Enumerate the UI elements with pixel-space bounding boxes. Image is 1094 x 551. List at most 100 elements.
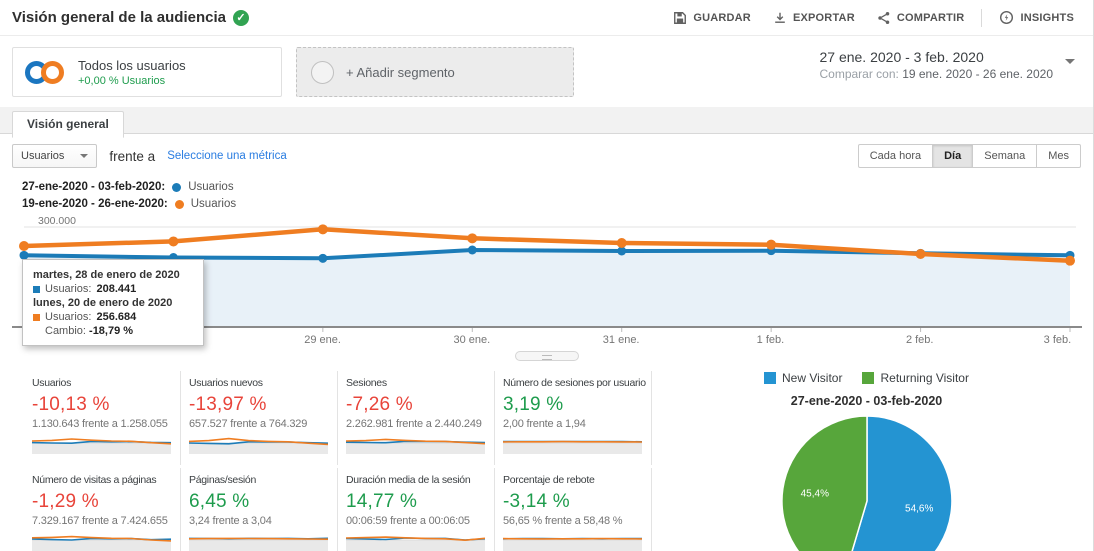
segment-all-users[interactable]: Todos los usuarios +0,00 % Usuarios: [12, 47, 282, 97]
export-icon: [773, 11, 787, 25]
granularity-semana[interactable]: Semana: [973, 144, 1038, 168]
metric-sparkline: [346, 536, 485, 551]
tooltip-value-2: 256.684: [96, 311, 137, 323]
share-button[interactable]: COMPARTIR: [868, 6, 974, 30]
metric-card[interactable]: Usuarios nuevos -13,97 % 657.527 frente a …: [181, 371, 338, 465]
page-title: Visión general de la audiencia: [12, 9, 226, 26]
svg-text:300.000: 300.000: [38, 215, 76, 227]
summary-section: Usuarios -10,13 % 1.130.643 frente a 1.258…: [12, 371, 1081, 551]
metric-card[interactable]: Porcentaje de rebote -3,14 % 56,65 % frent…: [495, 468, 652, 551]
tooltip-date-2: lunes, 20 de enero de 2020: [33, 297, 173, 309]
add-segment-button[interactable]: + Añadir segmento: [296, 47, 574, 97]
pie-legend-item[interactable]: New Visitor: [764, 371, 842, 385]
orange-ring-icon: [41, 60, 64, 84]
header-actions: GUARDAR EXPORTAR COMPARTIR INSIGHTS: [664, 5, 1083, 30]
metric-card[interactable]: Usuarios -10,13 % 1.130.643 frente a 1.258…: [24, 371, 181, 465]
metric-sparkline: [189, 437, 328, 454]
save-icon: [673, 11, 687, 25]
metric-change-percent: 14,77 %: [346, 491, 418, 512]
chevron-down-icon: [1065, 59, 1075, 64]
metric-change-percent: -3,14 %: [503, 491, 570, 512]
metric-card-title: Duración media de la sesión: [346, 474, 471, 486]
legend-range: 19-ene-2020 - 26-ene-2020:: [22, 198, 168, 210]
insights-icon: [999, 10, 1014, 25]
metric-card-title: Usuarios nuevos: [189, 377, 263, 389]
metric-comparison: 657.527 frente a 764.329: [189, 418, 308, 430]
select-metric-link[interactable]: Seleccione una métrica: [167, 150, 287, 162]
metric-card-title: Número de sesiones por usuario: [503, 377, 646, 389]
metric-comparison: 2.262.981 frente a 2.440.249: [346, 418, 482, 430]
metric-comparison: 56,65 % frente a 58,48 %: [503, 515, 623, 527]
timeseries-chart[interactable]: 300.000 ...28 ene.29 ene.30 ene.31 ene.1…: [12, 215, 1082, 361]
pie-legend-item[interactable]: Returning Visitor: [862, 371, 969, 385]
metric-cards-grid: Usuarios -10,13 % 1.130.643 frente a 1.258…: [24, 371, 652, 551]
tooltip-change: Cambio: -18,79 %: [45, 325, 134, 337]
page-header: Visión general de la audiencia ✓ GUARDAR…: [0, 0, 1093, 36]
tab-strip: Visión general: [0, 107, 1093, 138]
x-axis-tick-label: 3 feb.: [1043, 334, 1072, 346]
add-segment-label: + Añadir segmento: [346, 64, 455, 80]
tooltip-value-1: 208.441: [96, 283, 137, 295]
metric-change-percent: -1,29 %: [32, 491, 99, 512]
svg-text:45,4%: 45,4%: [800, 488, 828, 499]
legend-range: 27-ene-2020 - 03-feb-2020:: [22, 181, 166, 193]
chevron-down-icon: [80, 154, 89, 158]
metric-sparkline: [32, 535, 171, 551]
x-axis-tick-label: 1 feb.: [756, 334, 785, 346]
metric-card-title: Páginas/sesión: [189, 474, 257, 486]
metric-card[interactable]: Número de visitas a páginas -1,29 % 7.329.…: [24, 468, 181, 551]
pie-legend: New Visitor Returning Visitor: [764, 371, 969, 385]
metric-card-title: Sesiones: [346, 377, 387, 389]
orange-square-icon: [33, 313, 40, 321]
legend-metric: Usuarios: [190, 198, 237, 210]
metric-change-percent: -7,26 %: [346, 394, 413, 415]
metric-comparison: 3,24 frente a 3,04: [189, 515, 272, 527]
pie-legend-label: Returning Visitor: [880, 371, 969, 385]
save-button[interactable]: GUARDAR: [664, 6, 760, 30]
metric-select-dropdown[interactable]: Usuarios: [12, 144, 98, 168]
chart-scrollbar-thumb[interactable]: [514, 351, 579, 361]
blue-square-icon: [33, 285, 40, 293]
legend-dot-icon: [174, 199, 184, 209]
legend-metric: Usuarios: [188, 181, 234, 193]
granularity-group: Cada hora Día Semana Mes: [857, 144, 1081, 168]
header-separator: [981, 8, 983, 27]
date-range-primary: 27 ene. 2020 - 3 feb. 2020: [819, 49, 984, 65]
segment-bar: Todos los usuarios +0,00 % Usuarios + Añ…: [0, 36, 1093, 107]
granularity-cada-hora[interactable]: Cada hora: [857, 144, 934, 168]
svg-text:54,6%: 54,6%: [905, 504, 933, 515]
metric-card[interactable]: Duración media de la sesión 14,77 % 00:06:…: [338, 468, 495, 551]
chart-tooltip: martes, 28 de enero de 2020 Usuarios: 208…: [22, 259, 204, 346]
visitor-type-panel: New Visitor Returning Visitor 27-ene-2020…: [652, 371, 1081, 551]
metric-comparison: 1.130.643 frente a 1.258.055: [32, 418, 168, 430]
tooltip-date-1: martes, 28 de enero de 2020: [33, 269, 180, 281]
verified-check-icon: ✓: [232, 9, 249, 26]
metric-change-percent: 3,19 %: [503, 394, 564, 415]
metric-card-title: Número de visitas a páginas: [32, 474, 157, 486]
granularity-mes[interactable]: Mes: [1037, 144, 1081, 168]
metric-card[interactable]: Páginas/sesión 6,45 % 3,24 frente a 3,04: [181, 468, 338, 551]
chart-controls: Usuarios frente a Seleccione una métrica…: [12, 144, 1081, 168]
metric-comparison: 00:06:59 frente a 00:06:05: [346, 515, 470, 527]
insights-button[interactable]: INSIGHTS: [990, 5, 1083, 30]
add-segment-circle-icon: [311, 60, 334, 84]
export-button[interactable]: EXPORTAR: [764, 6, 864, 30]
legend-row: 27-ene-2020 - 03-feb-2020: Usuarios: [22, 181, 1081, 193]
pie-title: 27-ene-2020 - 03-feb-2020: [790, 394, 943, 408]
metric-change-percent: 6,45 %: [189, 491, 250, 512]
metric-card[interactable]: Número de sesiones por usuario 3,19 % 2,00…: [495, 371, 652, 465]
x-axis-tick-label: 31 ene.: [602, 334, 640, 346]
date-range-picker[interactable]: 27 ene. 2020 - 3 feb. 2020 Comparar con:…: [819, 49, 1079, 81]
legend-dot-icon: [172, 182, 182, 192]
x-axis-tick-label: 30 ene.: [453, 334, 491, 346]
legend-square-icon: [764, 372, 777, 384]
visitor-pie-chart[interactable]: 54,6% 45,4%: [774, 412, 960, 551]
metric-comparison: 2,00 frente a 1,94: [503, 418, 586, 430]
granularity-día[interactable]: Día: [933, 144, 974, 168]
metric-sparkline: [189, 537, 328, 551]
legend-row: 19-ene-2020 - 26-ene-2020: Usuarios: [22, 198, 1081, 210]
metric-card[interactable]: Sesiones -7,26 % 2.262.981 frente a 2.440.…: [338, 371, 495, 465]
tab-overview[interactable]: Visión general: [12, 111, 124, 138]
date-range-compare: Comparar con: 19 ene. 2020 - 26 ene. 202…: [819, 67, 1053, 81]
x-axis-tick-label: 29 ene.: [304, 334, 341, 346]
